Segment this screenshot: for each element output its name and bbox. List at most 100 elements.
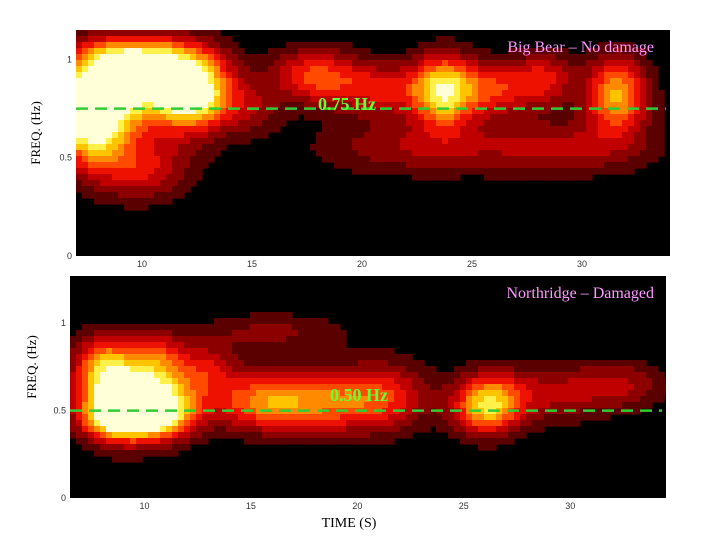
heatmap-cell [334,84,341,91]
heatmap-cell [640,162,647,169]
heatmap-cell [88,114,95,121]
heatmap-cell [76,60,83,67]
heatmap-cell [334,396,341,403]
heatmap-cell [166,378,173,385]
heatmap-cell [628,102,635,109]
heatmap-cell [568,414,575,421]
heatmap-cell [316,78,323,85]
heatmap-cell [586,54,593,61]
heatmap-cell [250,126,257,133]
heatmap-cell [514,390,521,397]
heatmap-cell [172,72,179,79]
heatmap-cell [166,366,173,373]
heatmap-cell [130,384,137,391]
heatmap-cell [640,108,647,115]
heatmap-cell [604,372,611,379]
heatmap-cell [268,438,275,445]
heatmap-cell [448,420,455,427]
heatmap-cell [478,438,485,445]
heatmap-cell [316,384,323,391]
heatmap-cell [94,90,101,97]
heatmap-cell [184,330,191,337]
heatmap-cell [466,420,473,427]
heatmap-cell [628,372,635,379]
heatmap-cell [334,120,341,127]
heatmap-cell [166,402,173,409]
heatmap-cell [562,60,569,67]
heatmap-cell [148,378,155,385]
heatmap-cell [280,66,287,73]
heatmap-cell [532,120,539,127]
heatmap-cell [88,162,95,169]
heatmap-cell [550,420,557,427]
heatmap-cell [178,66,185,73]
heatmap-cell [550,366,557,373]
heatmap-cell [346,426,353,433]
heatmap-cell [382,144,389,151]
heatmap-cell [538,48,545,55]
heatmap-cell [388,54,395,61]
heatmap-cell [136,102,143,109]
heatmap-cell [538,90,545,97]
heatmap-cell [136,192,143,199]
heatmap-cell [292,378,299,385]
heatmap-cell [328,378,335,385]
heatmap-cell [376,96,383,103]
heatmap-cell [496,78,503,85]
heatmap-cell [574,390,581,397]
heatmap-cell [490,84,497,91]
heatmap-cell [388,114,395,121]
heatmap-cell [94,438,101,445]
heatmap-cell [274,120,281,127]
heatmap-cell [106,102,113,109]
heatmap-cell [232,108,239,115]
heatmap-cell [562,366,569,373]
heatmap-cell [376,66,383,73]
heatmap-cell [196,156,203,163]
heatmap-cell [340,66,347,73]
heatmap-cell [316,54,323,61]
heatmap-cell [334,390,341,397]
heatmap-cell [304,396,311,403]
heatmap-cell [238,78,245,85]
heatmap-cell [118,408,125,415]
heatmap-cell [556,420,563,427]
heatmap-cell [88,30,95,37]
heatmap-cell [70,342,77,349]
heatmap-cell [448,384,455,391]
heatmap-cell [358,402,365,409]
heatmap-cell [154,390,161,397]
heatmap-cell [88,366,95,373]
heatmap-cell [646,90,653,97]
heatmap-cell [226,396,233,403]
heatmap-cell [256,132,263,139]
heatmap-cell [148,126,155,133]
heatmap-cell [208,114,215,121]
heatmap-cell [532,144,539,151]
heatmap-cell [406,384,413,391]
heatmap-cell [346,102,353,109]
heatmap-cell [340,420,347,427]
heatmap-cell [184,324,191,331]
heatmap-cell [112,438,119,445]
heatmap-cell [328,108,335,115]
heatmap-cell [430,420,437,427]
heatmap-cell [484,438,491,445]
heatmap-cell [262,60,269,67]
heatmap-cell [550,168,557,175]
heatmap-cell [112,138,119,145]
heatmap-cell [640,102,647,109]
heatmap-cell [460,408,467,415]
heatmap-cell [100,126,107,133]
heatmap-cell [160,36,167,43]
heatmap-cell [592,144,599,151]
heatmap-cell [370,78,377,85]
heatmap-cell [634,366,641,373]
heatmap-cell [94,96,101,103]
heatmap-cell [112,132,119,139]
heatmap-cell [190,330,197,337]
heatmap-cell [370,360,377,367]
heatmap-cell [334,48,341,55]
heatmap-cell [346,384,353,391]
heatmap-cell [562,48,569,55]
